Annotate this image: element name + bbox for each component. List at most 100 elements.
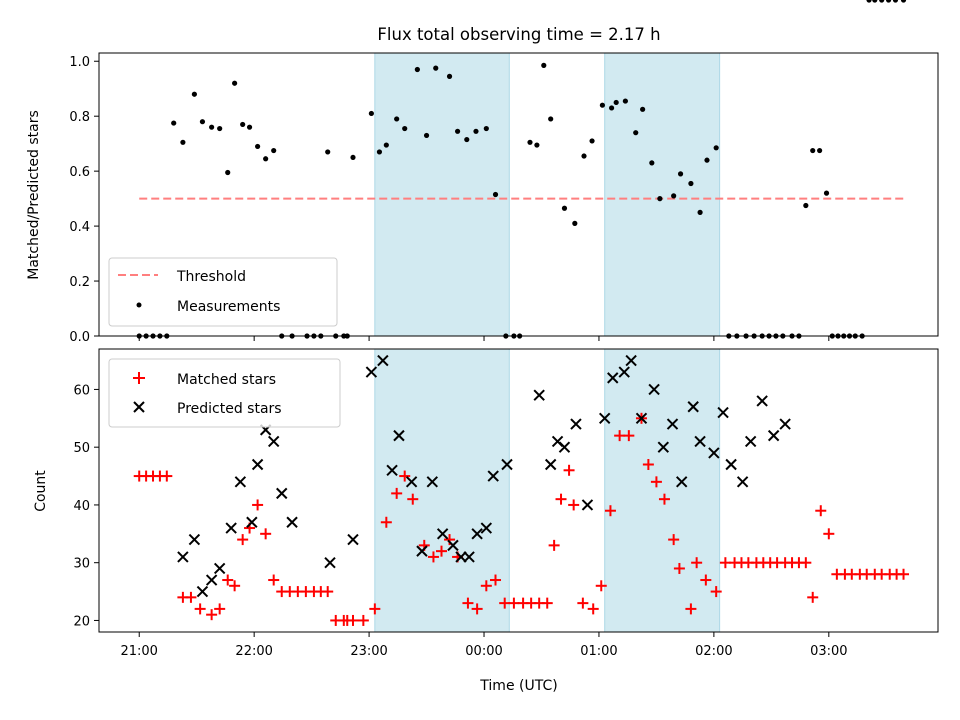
measurement-point — [171, 120, 177, 126]
top-y-tick-label: 0.6 — [69, 165, 90, 180]
matched-star-point — [563, 464, 575, 476]
top-y-tick-label: 0.0 — [69, 330, 90, 345]
predicted-star-point — [365, 366, 378, 378]
matched-star-points — [133, 412, 910, 626]
predicted-star-point — [736, 476, 749, 488]
matched-star-point — [435, 545, 447, 557]
bottom-y-tick-label: 30 — [73, 557, 90, 572]
matched-star-point — [369, 603, 381, 615]
measurement-point — [423, 132, 430, 139]
top-shaded-interval-1 — [374, 52, 510, 337]
measurement-point — [599, 102, 606, 108]
legend-matched-swatch — [133, 372, 145, 384]
matched-star-point — [685, 603, 697, 615]
matched-star-point — [710, 586, 722, 598]
predicted-star-point — [436, 528, 449, 540]
predicted-star-point — [405, 476, 418, 488]
measurement-point — [649, 160, 655, 166]
bottom-shaded-interval-1 — [374, 348, 510, 633]
measurement-point — [483, 125, 489, 132]
matched-star-point — [508, 597, 520, 609]
matched-star-point — [391, 487, 403, 499]
predicted-star-point — [426, 476, 439, 488]
bottom-panel: 20 30 40 50 60 21:00 22:00 23:00 00:00 01:00 02:0… — [33, 348, 939, 694]
measurement-point — [271, 147, 277, 154]
measurement-point — [589, 138, 595, 144]
predicted-star-point — [471, 528, 483, 540]
predicted-star-point — [756, 395, 768, 407]
measurement-point — [191, 91, 197, 97]
top-shaded-intervals — [374, 52, 721, 337]
legend-matched-label: Matched stars — [177, 372, 276, 388]
bottom-shaded-intervals — [374, 348, 721, 633]
predicted-star-point — [717, 406, 729, 419]
bottom-shaded-interval-2 — [604, 348, 721, 633]
bottom-y-tick-label: 50 — [73, 441, 90, 456]
predicted-star-point — [694, 435, 706, 448]
measurement-point — [541, 62, 547, 68]
matched-star-point — [347, 614, 359, 626]
measurement-point — [900, 0, 907, 3]
measurement-point — [810, 147, 816, 154]
matched-star-point — [614, 430, 626, 442]
measurement-point — [350, 154, 356, 161]
measurement-point — [376, 149, 383, 155]
matched-star-point — [185, 591, 197, 603]
matched-star-point — [480, 580, 492, 592]
chart-title: Flux total observing time = 2.17 h — [377, 25, 660, 44]
measurement-point — [657, 196, 663, 202]
measurement-point — [446, 73, 453, 79]
measurement-point — [473, 128, 479, 134]
measurement-point — [885, 0, 892, 3]
matched-star-point — [642, 459, 654, 471]
measurement-point — [803, 202, 809, 209]
measurement-point — [534, 142, 540, 148]
predicted-star-point — [225, 522, 237, 534]
measurement-point — [677, 171, 684, 177]
matched-star-point — [194, 603, 206, 615]
matched-star-point — [490, 574, 502, 586]
measurement-point — [209, 124, 215, 130]
top-y-tick-label: 0.4 — [69, 220, 90, 235]
matched-star-point — [650, 476, 662, 488]
matched-star-point — [700, 574, 712, 586]
matched-star-point — [214, 603, 226, 615]
measurement-point — [402, 125, 408, 132]
measurement-point — [572, 220, 578, 226]
predicted-star-point — [657, 441, 670, 453]
matched-star-point — [691, 557, 703, 569]
matched-star-point — [577, 597, 589, 609]
measurement-point — [622, 98, 628, 104]
measurement-point — [433, 65, 439, 71]
matched-star-point — [229, 580, 241, 592]
predicted-star-point — [635, 412, 648, 425]
predicted-star-point — [386, 464, 398, 476]
matched-star-point — [471, 603, 483, 615]
top-y-axis-label: Matched/Predicted stars — [26, 110, 42, 280]
matched-star-point — [800, 557, 812, 569]
bottom-legend-frame — [108, 358, 341, 428]
measurement-point — [240, 121, 246, 128]
measurement-point — [866, 0, 872, 3]
predicted-star-point — [779, 418, 791, 430]
matched-star-point — [658, 493, 670, 505]
measurement-point — [492, 191, 499, 198]
predicted-star-point — [177, 551, 189, 563]
measurement-point — [414, 66, 420, 73]
bottom-legend: Matched stars Predicted stars — [108, 358, 341, 428]
x-tick-label: 01:00 — [580, 644, 617, 659]
predicted-star-point — [687, 401, 699, 413]
measurement-point — [671, 193, 677, 199]
measurement-point — [368, 110, 374, 117]
matched-star-point — [462, 597, 474, 609]
bottom-y-axis-label: Count — [33, 470, 49, 512]
bottom-y-tick-label: 60 — [73, 383, 90, 398]
x-tick-label: 02:00 — [695, 644, 732, 659]
predicted-star-point — [744, 435, 757, 448]
predicted-star-point — [251, 458, 264, 471]
matched-star-point — [548, 539, 560, 551]
predicted-star-point — [725, 458, 737, 471]
predicted-star-point — [501, 458, 513, 471]
top-legend-frame — [108, 257, 338, 327]
x-tick-label: 21:00 — [120, 644, 157, 659]
